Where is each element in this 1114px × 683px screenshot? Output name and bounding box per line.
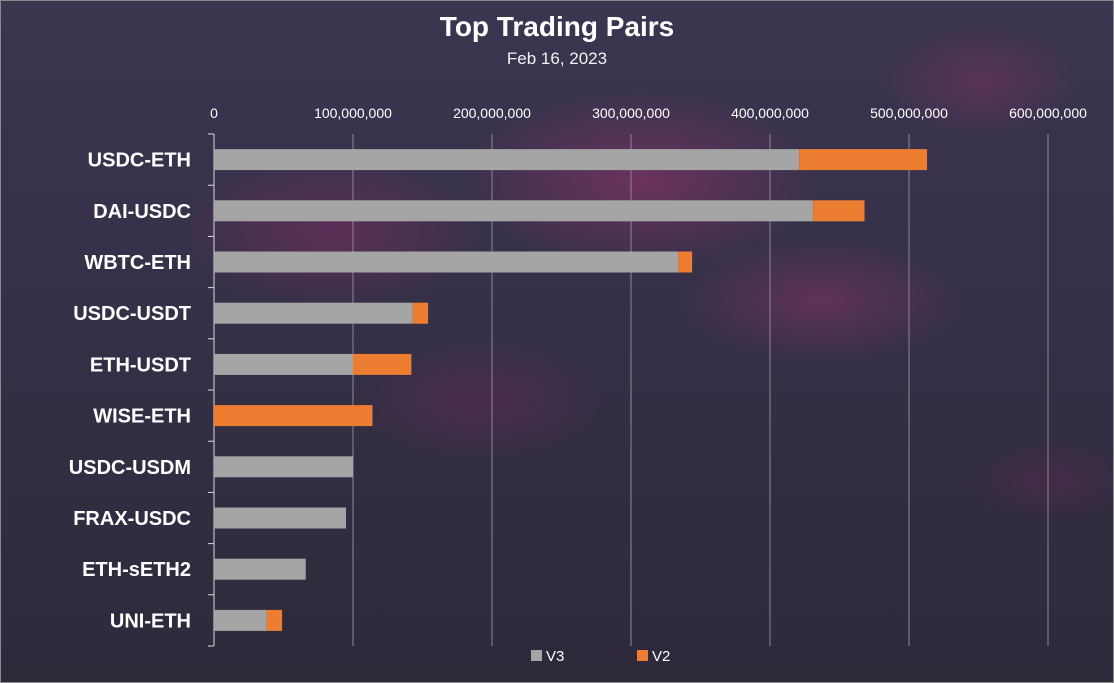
x-tick-label: 400,000,000 xyxy=(731,105,809,121)
bar-v3-eth-seth2 xyxy=(214,558,306,580)
category-label: WISE-ETH xyxy=(93,406,191,428)
chart-title: Top Trading Pairs xyxy=(439,11,675,42)
x-tick-label: 100,000,000 xyxy=(314,105,392,121)
category-label: UNI-ETH xyxy=(110,610,191,632)
x-tick-label: 0 xyxy=(210,105,218,121)
category-label: ETH-USDT xyxy=(90,354,191,376)
bar-v2-usdc-usdt xyxy=(412,302,429,324)
x-tick-label: 300,000,000 xyxy=(592,105,670,121)
category-label: DAI-USDC xyxy=(93,201,191,223)
x-tick-label: 600,000,000 xyxy=(1009,105,1087,121)
chart-subtitle: Feb 16, 2023 xyxy=(506,49,608,68)
x-tick-label: 500,000,000 xyxy=(870,105,948,121)
category-label: FRAX-USDC xyxy=(73,508,191,530)
legend-label-v2: V2 xyxy=(652,648,670,665)
category-label: USDC-USDM xyxy=(69,457,191,479)
x-tick-label: 200,000,000 xyxy=(453,105,531,121)
bar-v3-uni-eth xyxy=(214,609,267,631)
bar-v2-wbtc-eth xyxy=(678,251,693,273)
legend-swatch-v2 xyxy=(637,650,648,661)
legend-swatch-v3 xyxy=(531,650,542,661)
bar-v2-dai-usdc xyxy=(813,200,865,222)
legend-label-v3: V3 xyxy=(546,648,564,665)
bar-v3-eth-usdt xyxy=(214,353,353,375)
category-label: WBTC-ETH xyxy=(84,252,191,274)
bar-v2-eth-usdt xyxy=(353,353,412,375)
bar-v3-usdc-usdm xyxy=(214,456,353,478)
bar-v3-dai-usdc xyxy=(214,200,814,222)
bar-v3-usdc-eth xyxy=(214,149,800,171)
bar-v3-wbtc-eth xyxy=(214,251,679,273)
bar-v2-wise-eth xyxy=(214,405,373,427)
category-label: USDC-ETH xyxy=(88,150,191,172)
bar-v2-usdc-eth xyxy=(799,149,928,171)
bar-v2-uni-eth xyxy=(266,609,283,631)
bar-v3-frax-usdc xyxy=(214,507,347,529)
bar-v3-usdc-usdt xyxy=(214,302,413,324)
category-label: ETH-sETH2 xyxy=(82,559,191,581)
category-label: USDC-USDT xyxy=(73,303,191,325)
